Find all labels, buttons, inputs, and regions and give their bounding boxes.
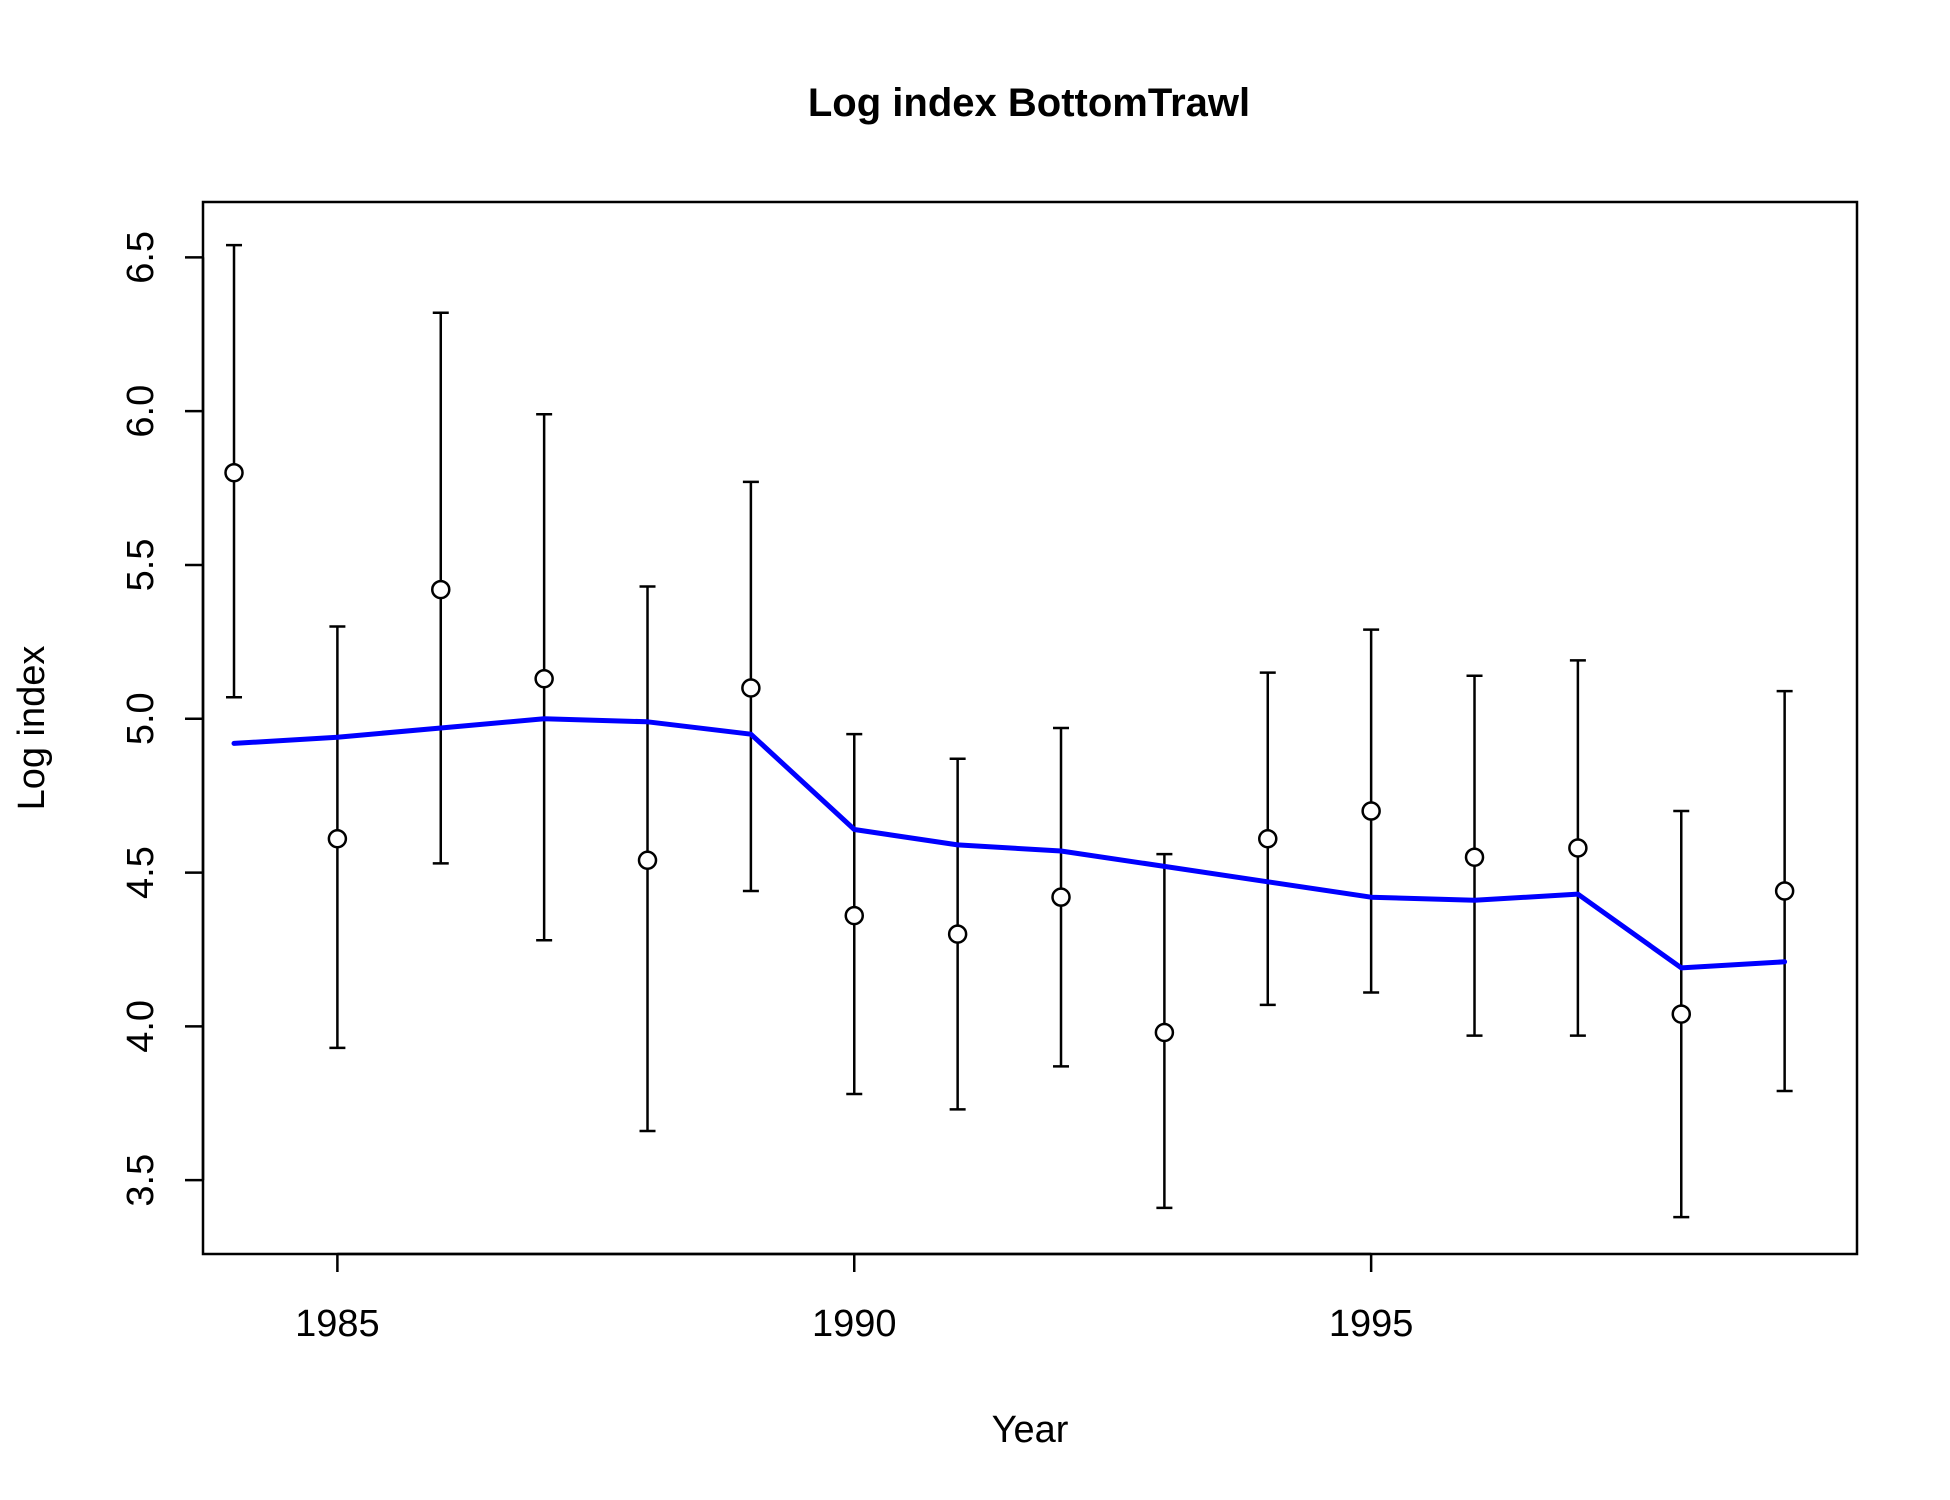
observed-points	[224, 462, 1795, 1043]
x-tick-label: 1990	[812, 1303, 897, 1345]
data-point	[1568, 838, 1588, 858]
y-axis: 3.5 4.0 4.5 5.0 5.5 6.0 6.5	[120, 231, 205, 1207]
y-tick-label: 4.0	[120, 1000, 162, 1053]
y-tick-label: 4.5	[120, 846, 162, 899]
data-point	[1671, 1004, 1692, 1024]
x-tick-label: 1985	[295, 1303, 380, 1345]
data-point	[741, 678, 761, 698]
data-point	[431, 579, 451, 600]
data-point	[1051, 887, 1071, 907]
fitted-line	[231, 716, 1788, 971]
y-tick-label: 6.5	[120, 231, 162, 284]
data-point	[534, 669, 554, 689]
data-point	[1774, 881, 1795, 901]
data-point	[327, 828, 348, 849]
y-tick-label: 3.5	[120, 1154, 162, 1207]
x-axis-label: Year	[992, 1409, 1069, 1451]
data-point	[224, 462, 244, 483]
data-point	[844, 905, 865, 926]
x-tick-label: 1995	[1329, 1303, 1414, 1345]
chart-title: Log index BottomTrawl	[808, 81, 1250, 125]
data-point	[1464, 847, 1485, 867]
error-bars	[226, 243, 1793, 1219]
fitted-series	[231, 716, 1788, 971]
data-point	[1154, 1022, 1175, 1043]
y-tick-label: 5.0	[120, 692, 162, 745]
y-axis-label: Log index	[11, 646, 53, 811]
y-tick-label: 5.5	[120, 539, 162, 592]
data-point	[947, 924, 968, 944]
x-axis: 1985 1990 1995	[295, 1252, 1414, 1345]
data-point	[637, 850, 658, 871]
y-tick-label: 6.0	[120, 385, 162, 438]
data-point	[1361, 801, 1381, 821]
data-point	[1258, 828, 1278, 849]
